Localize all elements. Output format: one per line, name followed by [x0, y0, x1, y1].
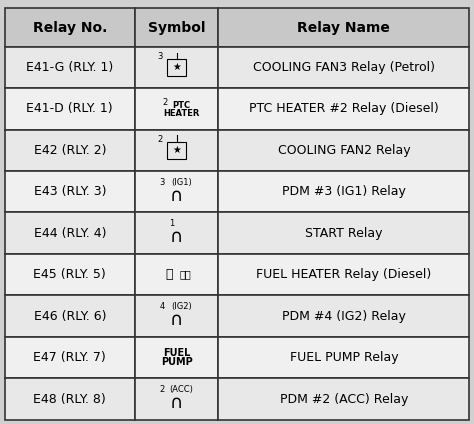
Text: FUEL: FUEL	[163, 349, 190, 358]
Text: ★: ★	[172, 62, 181, 73]
Text: E44 (RLY. 4): E44 (RLY. 4)	[34, 227, 106, 240]
Text: 2: 2	[157, 135, 163, 144]
Text: E41-G (RLY. 1): E41-G (RLY. 1)	[26, 61, 113, 74]
Text: E48 (RLY. 8): E48 (RLY. 8)	[33, 393, 106, 405]
Bar	[5, 8, 135, 47]
Text: ∩: ∩	[170, 394, 183, 412]
Bar	[5, 212, 135, 254]
Text: 2: 2	[162, 98, 167, 107]
Text: PTC: PTC	[172, 101, 191, 110]
Text: FUEL PUMP Relay: FUEL PUMP Relay	[290, 351, 398, 364]
Bar	[219, 296, 469, 337]
Text: E47 (RLY. 7): E47 (RLY. 7)	[33, 351, 106, 364]
Bar	[219, 88, 469, 130]
Text: COOLING FAN2 Relay: COOLING FAN2 Relay	[278, 144, 410, 157]
Bar	[135, 8, 219, 47]
Text: 4: 4	[160, 302, 165, 311]
Text: PUMP: PUMP	[161, 357, 192, 367]
Text: Relay Name: Relay Name	[297, 20, 390, 35]
Text: START Relay: START Relay	[305, 227, 383, 240]
Text: HEATER: HEATER	[163, 109, 200, 118]
Bar	[5, 130, 135, 171]
Text: E46 (RLY. 6): E46 (RLY. 6)	[34, 310, 106, 323]
Text: (IG2): (IG2)	[171, 302, 191, 311]
Bar	[219, 378, 469, 420]
Text: Symbol: Symbol	[148, 20, 205, 35]
Text: ★: ★	[172, 145, 181, 155]
Bar	[135, 337, 219, 378]
Bar	[219, 337, 469, 378]
Bar	[5, 171, 135, 212]
Bar	[167, 142, 186, 159]
Text: 3: 3	[157, 52, 163, 61]
Bar	[135, 378, 219, 420]
Text: Relay No.: Relay No.	[33, 20, 107, 35]
Text: ∩: ∩	[170, 229, 183, 246]
Text: E45 (RLY. 5): E45 (RLY. 5)	[33, 268, 106, 281]
Text: E41-D (RLY. 1): E41-D (RLY. 1)	[27, 102, 113, 115]
Text: ∩: ∩	[170, 187, 183, 205]
Bar	[5, 378, 135, 420]
Text: ∩: ∩	[170, 311, 183, 329]
Text: 2: 2	[160, 385, 165, 394]
Text: 1: 1	[169, 219, 174, 229]
Bar	[135, 254, 219, 296]
Bar	[219, 171, 469, 212]
Bar	[135, 47, 219, 88]
Bar	[5, 88, 135, 130]
Text: PDM #4 (IG2) Relay: PDM #4 (IG2) Relay	[282, 310, 406, 323]
Text: FUEL HEATER Relay (Diesel): FUEL HEATER Relay (Diesel)	[256, 268, 431, 281]
Bar	[219, 130, 469, 171]
Text: (ACC): (ACC)	[169, 385, 193, 394]
Bar	[219, 8, 469, 47]
Bar	[135, 296, 219, 337]
Bar	[135, 171, 219, 212]
Text: PDM #3 (IG1) Relay: PDM #3 (IG1) Relay	[282, 185, 406, 198]
Text: 🛢: 🛢	[166, 268, 173, 281]
Text: PDM #2 (ACC) Relay: PDM #2 (ACC) Relay	[280, 393, 408, 405]
Text: PTC HEATER #2 Relay (Diesel): PTC HEATER #2 Relay (Diesel)	[249, 102, 439, 115]
Bar	[5, 47, 135, 88]
Bar	[219, 212, 469, 254]
Text: 3: 3	[160, 178, 165, 187]
Text: (IG1): (IG1)	[171, 178, 191, 187]
Bar	[219, 254, 469, 296]
Text: E42 (RLY. 2): E42 (RLY. 2)	[34, 144, 106, 157]
Text: E43 (RLY. 3): E43 (RLY. 3)	[34, 185, 106, 198]
Bar	[135, 88, 219, 130]
Bar	[135, 130, 219, 171]
Bar	[5, 296, 135, 337]
Text: ⫴⫴: ⫴⫴	[179, 270, 191, 280]
Text: COOLING FAN3 Relay (Petrol): COOLING FAN3 Relay (Petrol)	[253, 61, 435, 74]
Bar	[167, 59, 186, 76]
Bar	[135, 212, 219, 254]
Bar	[219, 47, 469, 88]
Bar	[5, 337, 135, 378]
Bar	[5, 254, 135, 296]
